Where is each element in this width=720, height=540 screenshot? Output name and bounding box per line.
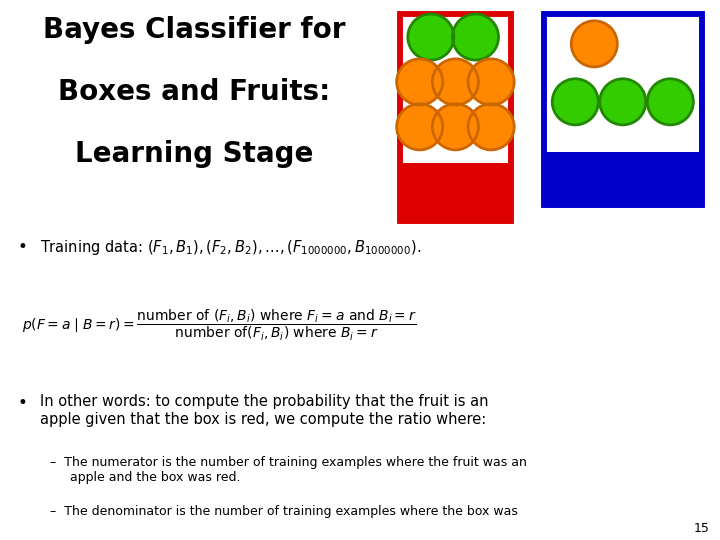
Text: •: • — [18, 238, 28, 255]
Text: Training data: $(F_1, B_1), (F_2, B_2), \ldots, (F_{1000000}, B_{1000000}).$: Training data: $(F_1, B_1), (F_2, B_2), … — [40, 238, 421, 256]
Ellipse shape — [452, 14, 498, 60]
Bar — [544, 152, 702, 205]
Text: Bayes Classifier for: Bayes Classifier for — [43, 16, 346, 44]
Text: 15: 15 — [693, 522, 709, 535]
Ellipse shape — [600, 79, 646, 125]
Bar — [400, 14, 511, 221]
Ellipse shape — [571, 21, 617, 67]
Ellipse shape — [468, 104, 514, 150]
Text: In other words: to compute the probability that the fruit is an
apple given that: In other words: to compute the probabili… — [40, 394, 488, 427]
Text: $p(F = a \mid B = r) = \dfrac{\mathrm{number\ of\ }(F_i, B_i)\ \mathrm{where}\ F: $p(F = a \mid B = r) = \dfrac{\mathrm{nu… — [22, 308, 416, 343]
Ellipse shape — [647, 79, 693, 125]
Text: •: • — [18, 394, 28, 412]
Bar — [544, 14, 702, 205]
Text: –  The denominator is the number of training examples where the box was: – The denominator is the number of train… — [50, 505, 518, 518]
Bar — [400, 163, 511, 221]
Ellipse shape — [397, 59, 443, 105]
Ellipse shape — [552, 79, 598, 125]
Ellipse shape — [432, 59, 479, 105]
Ellipse shape — [468, 59, 514, 105]
Bar — [544, 14, 702, 205]
Bar — [400, 14, 511, 221]
Ellipse shape — [397, 104, 443, 150]
Ellipse shape — [432, 104, 479, 150]
Text: Learning Stage: Learning Stage — [75, 140, 314, 168]
Ellipse shape — [408, 14, 454, 60]
Text: –  The numerator is the number of training examples where the fruit was an
     : – The numerator is the number of trainin… — [50, 456, 527, 484]
Text: Boxes and Fruits:: Boxes and Fruits: — [58, 78, 330, 106]
